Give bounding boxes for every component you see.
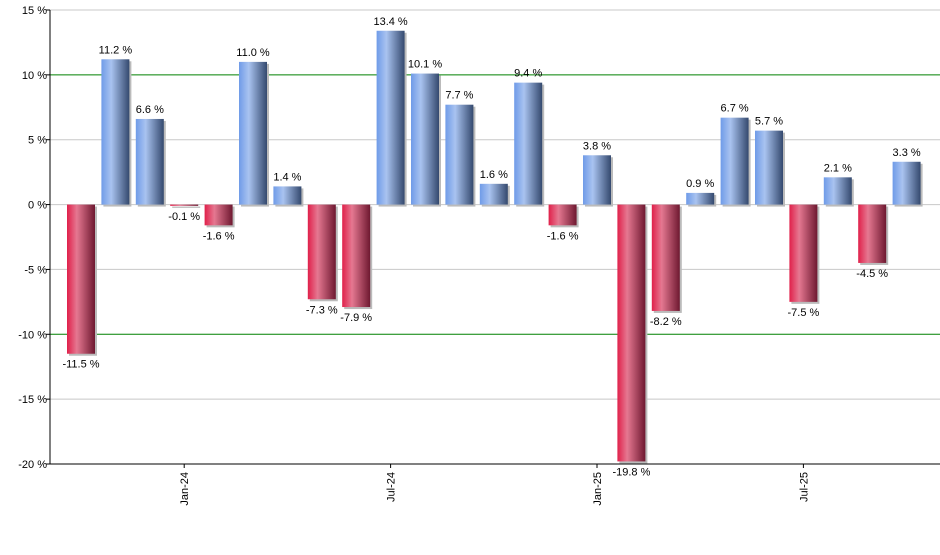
data-label: 3.3 % [893, 147, 921, 159]
bar [514, 82, 543, 205]
data-label: -11.5 % [62, 359, 99, 371]
bar [651, 204, 680, 311]
bar [548, 204, 577, 226]
bar [583, 155, 611, 205]
data-label: -7.5 % [788, 307, 820, 319]
data-label: -0.1 % [168, 211, 200, 223]
data-label: 1.4 % [273, 171, 301, 183]
data-label: 11.2 % [99, 44, 133, 56]
data-label: 10.1 % [408, 59, 442, 71]
bar [376, 30, 405, 205]
bar [892, 161, 921, 205]
data-label: -7.3 % [306, 304, 338, 316]
data-label: -19.8 % [612, 466, 650, 478]
data-label: -1.6 % [547, 230, 579, 242]
y-tick-label: 0 % [28, 200, 47, 212]
data-label: 2.1 % [824, 162, 852, 174]
data-label: 1.6 % [480, 169, 508, 181]
bar-shadow [172, 206, 201, 208]
data-label: 6.7 % [721, 103, 749, 115]
bar [479, 183, 508, 205]
data-label: 6.6 % [136, 104, 164, 116]
bar [755, 130, 783, 205]
x-tick-label: Jul-24 [386, 472, 398, 502]
data-label: 11.0 % [236, 47, 270, 59]
bar [411, 73, 439, 205]
data-label: 0.9 % [686, 178, 714, 190]
data-label: -7.9 % [340, 312, 372, 324]
data-label: -1.6 % [203, 230, 235, 242]
x-tick-label: Jan-24 [179, 472, 191, 506]
x-tick-label: Jan-25 [592, 472, 604, 506]
bar [823, 177, 852, 205]
y-tick-label: 5 % [28, 135, 47, 147]
bar [686, 192, 715, 205]
bar [858, 204, 887, 263]
data-label: 3.8 % [583, 140, 611, 152]
y-tick-label: 15 % [22, 5, 47, 17]
bar [101, 59, 130, 205]
bar [273, 186, 302, 205]
bar [170, 204, 199, 206]
y-tick-label: -10 % [18, 329, 47, 341]
bar [67, 204, 95, 354]
data-label: 5.7 % [755, 116, 783, 128]
y-tick-label: 10 % [22, 70, 47, 82]
y-tick-label: -20 % [18, 459, 47, 471]
data-label: 7.7 % [445, 90, 473, 102]
data-label: -8.2 % [650, 316, 682, 328]
bar [445, 104, 474, 205]
bar [789, 204, 818, 302]
data-label: -4.5 % [856, 268, 888, 280]
bar [239, 61, 267, 205]
bar [307, 204, 336, 300]
x-tick-label: Jul-25 [798, 472, 810, 502]
bar [617, 204, 646, 462]
data-label: 13.4 % [373, 16, 407, 28]
y-tick-label: -5 % [24, 264, 47, 276]
bar [342, 204, 371, 308]
data-label: 9.4 % [514, 68, 542, 80]
y-tick-label: -15 % [18, 394, 47, 406]
bar [204, 204, 233, 226]
bar [135, 118, 164, 205]
bar [720, 117, 749, 205]
